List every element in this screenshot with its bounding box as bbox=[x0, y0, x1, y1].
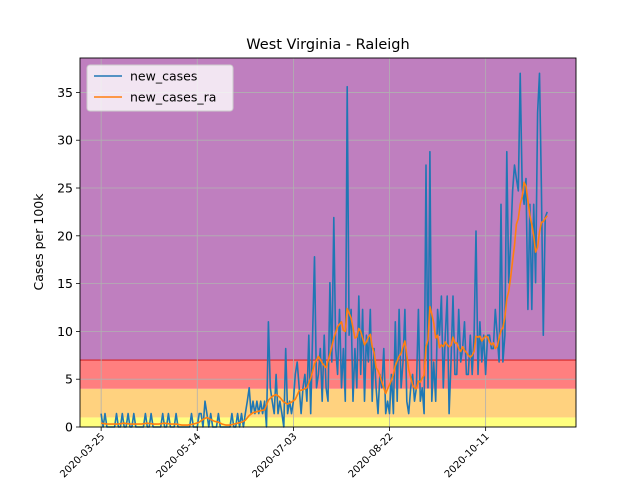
band-yellow bbox=[80, 417, 576, 427]
y-tick-label: 20 bbox=[57, 228, 73, 243]
x-tick-label: 2020-07-03 bbox=[251, 431, 300, 480]
y-tick-label: 25 bbox=[57, 181, 73, 196]
x-tick-label: 2020-05-14 bbox=[155, 431, 204, 480]
y-tick-label: 30 bbox=[57, 133, 73, 148]
y-tick-label: 5 bbox=[65, 372, 73, 387]
plot-area bbox=[79, 57, 577, 428]
x-tick-label: 2020-10-11 bbox=[443, 431, 492, 480]
legend-label-new-cases: new_cases bbox=[130, 69, 197, 84]
y-tick-label: 10 bbox=[57, 324, 73, 339]
plot-frame bbox=[79, 57, 577, 428]
x-tick-label: 2020-03-25 bbox=[58, 431, 107, 480]
x-tick-label: 2020-08-22 bbox=[347, 431, 396, 480]
legend: new_cases new_cases_ra bbox=[86, 64, 234, 112]
y-axis-label: Cases per 100k bbox=[31, 193, 46, 291]
y-tick-label: 0 bbox=[65, 420, 73, 435]
legend-box bbox=[86, 64, 234, 112]
y-tick-label: 15 bbox=[57, 276, 73, 291]
series-line-new-cases bbox=[100, 72, 548, 428]
chart-title: West Virginia - Raleigh bbox=[246, 37, 409, 53]
y-tick-label: 35 bbox=[57, 85, 73, 100]
series-line-new-cases-ra bbox=[100, 181, 548, 426]
legend-label-new-cases-ra: new_cases_ra bbox=[130, 90, 216, 105]
